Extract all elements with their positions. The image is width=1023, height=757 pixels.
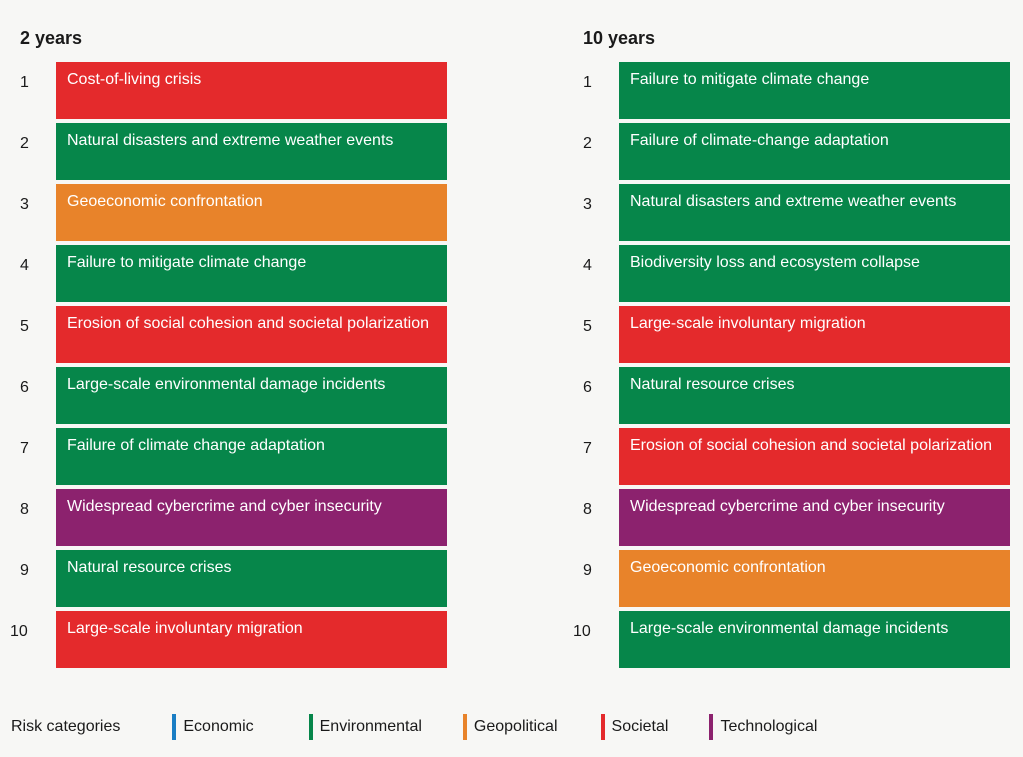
risk-bar-technological: Widespread cybercrime and cyber insecuri… [619,489,1010,546]
risk-bar-environmental: Failure to mitigate climate change [56,245,447,302]
legend-label: Societal [611,718,669,735]
risk-bar-societal: Erosion of social cohesion and societal … [619,428,1010,485]
rank-number: 6 [20,379,29,396]
risk-row: 4 Biodiversity loss and ecosystem collaps… [563,245,1023,302]
rank-number: 5 [20,318,29,335]
risk-row: 8 Widespread cybercrime and cyber insecur… [563,489,1023,546]
column-heading: 10 years [583,28,656,48]
risk-row: 5 Erosion of social cohesion and societal… [0,306,460,363]
risk-row: 2 Natural disasters and extreme weather e… [0,123,460,180]
risk-row: 3 Geoeconomic confrontation [0,184,460,241]
risk-bar-geopolitical: Geoeconomic confrontation [56,184,447,241]
risk-row: 8 Widespread cybercrime and cyber insecur… [0,489,460,546]
legend-swatch [308,714,313,740]
rank-number: 9 [583,562,592,579]
rank-number: 10 [573,623,591,640]
risk-bar-societal: Erosion of social cohesion and societal … [56,306,447,363]
risk-row: 10 Large-scale environmental damage incid… [563,611,1023,668]
risk-row: 6 Large-scale environmental damage incide… [0,367,460,424]
column-heading: 2 years [20,28,83,48]
rank-number: 7 [20,440,29,457]
risk-row: 6 Natural resource crises [563,367,1023,424]
legend-item-geopolitical: Geopolitical [462,714,558,740]
risk-bar-societal: Cost-of-living crisis [56,62,447,119]
rank-number: 6 [583,379,592,396]
risk-row: 9 Natural resource crises [0,550,460,607]
risk-row: 1 Cost-of-living crisis [0,62,460,119]
legend-item-societal: Societal [600,714,669,740]
rank-number: 10 [10,623,28,640]
legend-item-economic: Economic [172,714,254,740]
legend-title: Risk categories [11,718,121,735]
rank-number: 8 [583,501,592,518]
risk-row: 7 Erosion of social cohesion and societal… [563,428,1023,485]
risk-bar-environmental: Failure to mitigate climate change [619,62,1010,119]
risk-row: 7 Failure of climate change adaptation [0,428,460,485]
risk-bar-environmental: Natural disasters and extreme weather ev… [619,184,1010,241]
legend-label: Geopolitical [473,718,558,735]
risk-row: 10 Large-scale involuntary migration [0,611,460,668]
legend-swatch [600,714,605,740]
risk-bar-societal: Large-scale involuntary migration [619,306,1010,363]
risk-bar-environmental: Biodiversity loss and ecosystem collapse [619,245,1010,302]
risk-row: 1 Failure to mitigate climate change [563,62,1023,119]
rank-number: 1 [583,74,592,91]
risk-bar-technological: Widespread cybercrime and cyber insecuri… [56,489,447,546]
risk-row: 5 Large-scale involuntary migration [563,306,1023,363]
rank-number: 4 [583,257,592,274]
risk-row: 2 Failure of climate-change adaptation [563,123,1023,180]
legend-label: Environmental [319,718,422,735]
risk-bar-geopolitical: Geoeconomic confrontation [619,550,1010,607]
rank-number: 5 [583,318,592,335]
risk-bar-environmental: Natural resource crises [619,367,1010,424]
risk-row: 3 Natural disasters and extreme weather e… [563,184,1023,241]
rank-number: 7 [583,440,592,457]
legend-label: Economic [183,718,254,735]
risk-bar-environmental: Failure of climate-change adaptation [619,123,1010,180]
rank-number: 2 [20,135,29,152]
rank-number: 9 [20,562,29,579]
risk-bar-environmental: Natural resource crises [56,550,447,607]
risk-bar-environmental: Large-scale environmental damage inciden… [56,367,447,424]
legend-item-technological: Technological [709,714,817,740]
rank-number: 2 [583,135,592,152]
risk-bar-environmental: Failure of climate change adaptation [56,428,447,485]
risk-bar-societal: Large-scale involuntary migration [56,611,447,668]
legend-swatch [462,714,467,740]
risk-bar-environmental: Large-scale environmental damage inciden… [619,611,1010,668]
risk-row: 9 Geoeconomic confrontation [563,550,1023,607]
legend-item-environmental: Environmental [308,714,422,740]
legend-label: Technological [720,718,818,735]
risk-row: 4 Failure to mitigate climate change [0,245,460,302]
rank-number: 1 [20,74,29,91]
rank-number: 3 [20,196,29,213]
legend-swatch [172,714,177,740]
legend-swatch [709,714,714,740]
risk-bar-environmental: Natural disasters and extreme weather ev… [56,123,447,180]
rank-number: 3 [583,196,592,213]
legend: Risk categories Economic Environmental Geo… [11,714,817,740]
rank-number: 4 [20,257,29,274]
rank-number: 8 [20,501,29,518]
